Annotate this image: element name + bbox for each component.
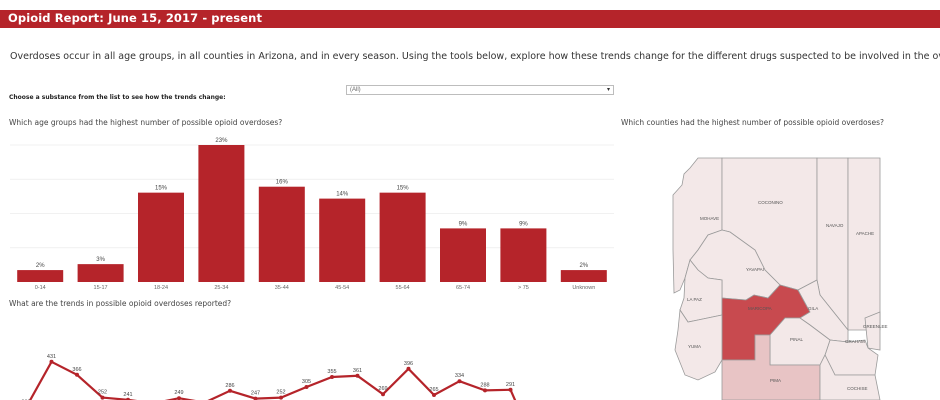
- trend-point-label: 305: [302, 379, 311, 385]
- bar-65-74[interactable]: [440, 228, 486, 282]
- bar-18-24[interactable]: [138, 192, 184, 282]
- county-label-coconino: COCONINO: [758, 200, 783, 205]
- trend-point-label: 361: [353, 368, 362, 374]
- bar-label: 2%: [36, 263, 45, 269]
- trend-point[interactable]: [253, 396, 258, 400]
- county-label-pima: PIMA: [770, 378, 781, 383]
- trend-point[interactable]: [355, 373, 360, 378]
- x-tick-label: > 75: [518, 285, 529, 291]
- trend-point[interactable]: [330, 375, 334, 379]
- bar-35-44[interactable]: [258, 186, 305, 282]
- bar-label: 9%: [459, 221, 468, 227]
- report-header: Opioid Report: June 15, 2017 - present: [0, 10, 940, 28]
- x-tick-label: 25-34: [214, 285, 228, 291]
- trend-point-label: 241: [123, 392, 132, 398]
- bar-15-17[interactable]: [77, 264, 124, 282]
- county-yuma[interactable]: [674, 308, 723, 381]
- county-label-pinal: PINAL: [790, 337, 804, 342]
- x-tick-label: 35-44: [275, 285, 289, 291]
- county-label-yavapai: YAVAPAI: [746, 267, 764, 272]
- county-cochise[interactable]: [819, 354, 881, 400]
- x-tick-label: 55-64: [396, 285, 410, 291]
- bar-label: 2%: [579, 263, 588, 269]
- report-title: Opioid Report: June 15, 2017 - present: [8, 11, 263, 25]
- trend-point[interactable]: [508, 387, 513, 392]
- trend-point-label: 396: [404, 361, 413, 367]
- county-label-navajo: NAVAJO: [826, 223, 844, 228]
- trend-point[interactable]: [126, 397, 130, 400]
- bar-> 75[interactable]: [500, 228, 547, 282]
- trend-point-label: 269: [378, 386, 387, 392]
- county-label-mohave: MOHAVE: [700, 216, 719, 221]
- trend-point[interactable]: [304, 385, 309, 389]
- x-tick-label: 65-74: [456, 285, 470, 291]
- county-label-greenlee: GREENLEE: [863, 324, 888, 329]
- trend-point-label: 334: [455, 373, 464, 379]
- county-label-graham: GRAHAM: [845, 339, 865, 344]
- x-tick-label: Unknown: [572, 285, 595, 291]
- chevron-down-icon[interactable]: ▾: [606, 87, 610, 93]
- county-map-question: Which counties had the highest number of…: [621, 118, 885, 127]
- county-label-maricopa: MARICOPA: [748, 306, 772, 311]
- trend-point-label: 252: [276, 390, 285, 396]
- county-greenlee[interactable]: [864, 311, 881, 351]
- trend-point[interactable]: [49, 359, 54, 364]
- intro-text: Overdoses occur in all age groups, in al…: [10, 51, 940, 62]
- bar-label: 14%: [336, 192, 349, 198]
- bar-label: 16%: [276, 180, 289, 186]
- bar-label: 23%: [215, 138, 228, 144]
- bar-45-54[interactable]: [319, 198, 366, 282]
- arizona-county-map: MOHAVE COCONINO NAVAJO APACHE YAVAPAI LA…: [672, 157, 888, 400]
- trend-point[interactable]: [381, 392, 385, 397]
- trend-point[interactable]: [279, 395, 283, 400]
- trend-point-label: 247: [251, 391, 260, 397]
- trend-chart-question: What are the trends in possible opioid o…: [9, 299, 232, 308]
- bar-label: 3%: [96, 257, 105, 263]
- county-label-gila: GILA: [808, 306, 818, 311]
- county-label-apache: APACHE: [856, 231, 874, 236]
- age-bar-chart: 2% 0-14 3% 15-17 15% 18-24 23% 25-34 16% 35-44 14%…: [10, 138, 614, 291]
- x-tick-label: 18-24: [154, 285, 168, 291]
- trend-point-label: 291: [506, 382, 515, 388]
- x-tick-label: 15-17: [94, 285, 108, 291]
- bar-25-34[interactable]: [198, 145, 245, 282]
- trend-point-label: 366: [72, 367, 81, 373]
- county-label-yuma: YUMA: [688, 344, 701, 349]
- trend-point-label: 265: [429, 387, 438, 393]
- county-label-cochise: COCHISE: [847, 386, 868, 391]
- county-label-la-paz: LA PAZ: [687, 297, 702, 302]
- bar-label: 9%: [519, 221, 528, 227]
- substance-select-value: (All): [350, 87, 361, 93]
- trend-point[interactable]: [228, 388, 232, 393]
- trend-point-label: 431: [47, 354, 56, 360]
- substance-select[interactable]: (All) ▾: [346, 85, 614, 95]
- trend-point-label: 288: [480, 382, 489, 388]
- trend-point[interactable]: [100, 395, 105, 400]
- trend-point[interactable]: [406, 366, 411, 371]
- substance-filter-label: Choose a substance from the list to see …: [9, 94, 226, 101]
- bar-55-64[interactable]: [379, 192, 426, 282]
- trend-point-label: 355: [327, 369, 336, 375]
- trend-point[interactable]: [177, 396, 181, 400]
- trend-point[interactable]: [457, 379, 462, 384]
- age-chart-question: Which age groups had the highest number …: [9, 118, 283, 127]
- county-pima[interactable]: [721, 334, 821, 400]
- trend-point[interactable]: [75, 372, 79, 377]
- x-tick-label: 45-54: [335, 285, 349, 291]
- trend-point[interactable]: [483, 388, 487, 393]
- trend-line-chart: 2024313662522412492862472523053553612693…: [21, 354, 517, 400]
- trend-point[interactable]: [432, 393, 436, 397]
- trend-point-label: 249: [174, 390, 183, 396]
- bar-label: 15%: [155, 186, 168, 192]
- trend-point-label: 286: [225, 383, 234, 389]
- county-apache[interactable]: [847, 157, 881, 331]
- bar-Unknown[interactable]: [560, 270, 607, 282]
- x-tick-label: 0-14: [35, 285, 46, 291]
- trend-point-label: 252: [98, 390, 107, 396]
- bar-label: 15%: [397, 186, 410, 192]
- bar-0-14[interactable]: [17, 270, 64, 282]
